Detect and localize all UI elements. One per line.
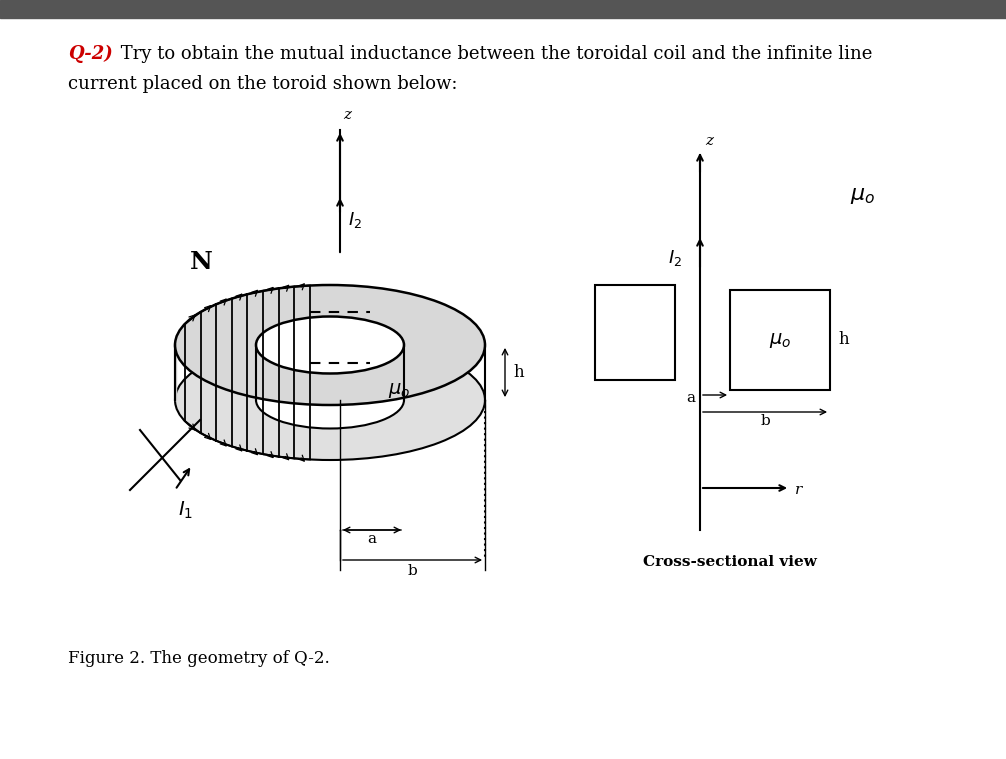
Text: r: r: [795, 483, 802, 497]
Text: $I_2$: $I_2$: [668, 248, 682, 268]
Ellipse shape: [256, 371, 404, 429]
Ellipse shape: [175, 285, 485, 405]
Text: $I_1$: $I_1$: [178, 499, 193, 521]
Text: z: z: [705, 134, 713, 148]
Bar: [0, 0, 1006, 18]
Text: $\mu_o$: $\mu_o$: [850, 184, 875, 206]
Text: Q-2): Q-2): [68, 45, 113, 63]
Ellipse shape: [175, 340, 485, 460]
Text: a: a: [367, 532, 376, 546]
Ellipse shape: [256, 317, 404, 373]
Text: Try to obtain the mutual inductance between the toroidal coil and the infinite l: Try to obtain the mutual inductance betw…: [115, 45, 872, 63]
Text: N: N: [190, 250, 213, 274]
Text: b: b: [761, 414, 770, 428]
Text: $I_2$: $I_2$: [348, 210, 362, 230]
Text: h: h: [838, 332, 849, 348]
Bar: [730, 290, 830, 390]
Text: z: z: [343, 108, 351, 122]
Text: current placed on the toroid shown below:: current placed on the toroid shown below…: [68, 75, 458, 93]
Text: Figure 2. The geometry of Q-2.: Figure 2. The geometry of Q-2.: [68, 650, 330, 667]
Text: b: b: [407, 564, 417, 578]
Bar: [174, 345, 176, 400]
Text: a: a: [686, 391, 695, 405]
Text: $\mu_o$: $\mu_o$: [388, 380, 410, 399]
Text: h: h: [513, 364, 524, 381]
Text: $\mu_o$: $\mu_o$: [769, 330, 791, 349]
Text: Cross-sectional view: Cross-sectional view: [643, 555, 817, 569]
Bar: [595, 285, 675, 380]
